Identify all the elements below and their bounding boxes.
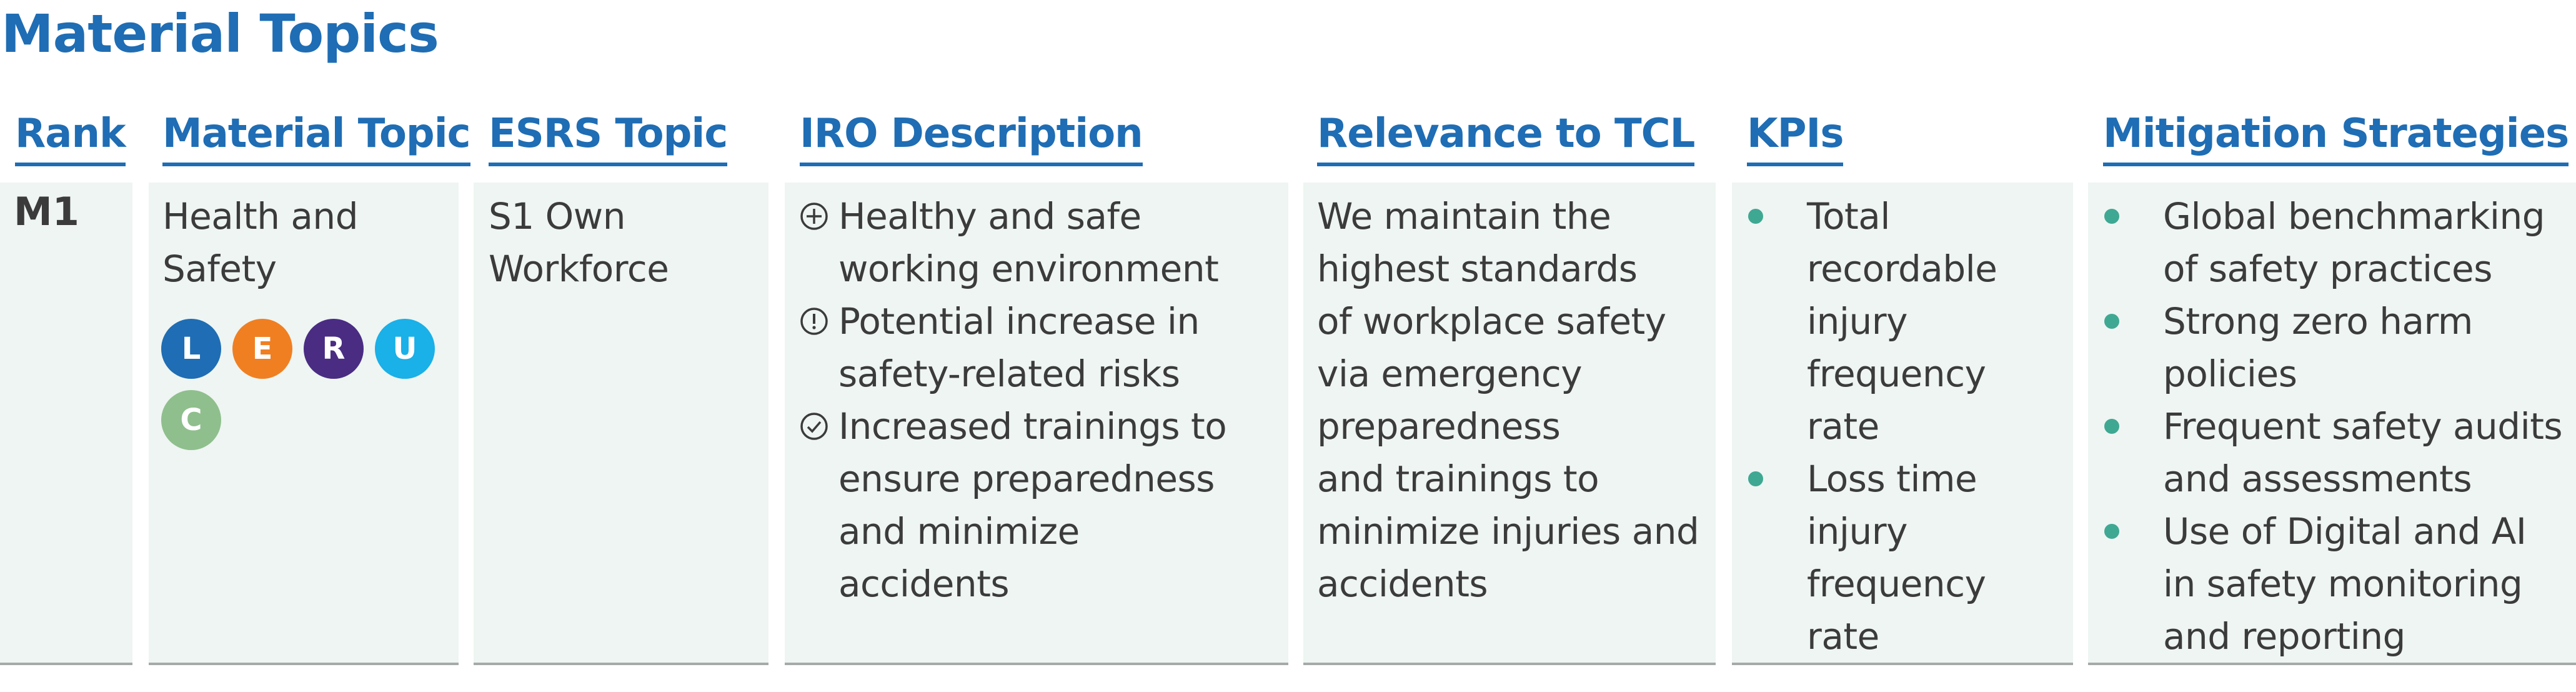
relevance-line: via emergency <box>1317 353 1583 395</box>
relevance-line: and trainings to <box>1317 458 1599 500</box>
material-topic-text: Health and Safety <box>162 190 359 295</box>
mitigation-line: Global benchmarking <box>2163 195 2545 238</box>
material-topic-line: Health and <box>162 195 359 238</box>
exclamation-circle-icon <box>800 308 828 335</box>
check-circle-icon <box>800 413 828 440</box>
material-topic-line: Safety <box>162 248 277 290</box>
mitigation-line: Strong zero harm <box>2163 300 2473 343</box>
kpi-line: recordable <box>1807 248 1997 290</box>
relevance-line: highest standards <box>1317 248 1638 290</box>
esrs-topic-line: S1 Own <box>489 195 626 238</box>
relevance-line: minimize injuries and <box>1317 510 1699 553</box>
cell-esrs-topic <box>474 183 768 665</box>
iro-line: Increased trainings to <box>838 405 1227 448</box>
mitigation-line: and reporting <box>2163 615 2405 658</box>
relevance-line: preparedness <box>1317 405 1561 448</box>
kpi-line: Total <box>1807 195 1890 238</box>
mitigation-line: of safety practices <box>2163 248 2492 290</box>
stakeholder-badges: L E R U C <box>161 319 436 450</box>
iro-line: ensure preparedness <box>838 458 1215 500</box>
mitigation-line: Frequent safety audits <box>2163 405 2563 448</box>
mitigation-item: Strong zero harm policies <box>2104 295 2562 400</box>
mitigation-item: Global benchmarking of safety practices <box>2104 190 2562 295</box>
kpi-line: frequency <box>1807 563 1986 605</box>
cell-rank <box>0 183 132 665</box>
cell-mitigation <box>2088 183 2576 665</box>
kpis-list: Total recordable injury frequency rate L… <box>1748 190 1997 663</box>
mitigation-line: Use of Digital and AI <box>2163 510 2527 553</box>
badge-c: C <box>161 390 221 450</box>
plus-circle-icon <box>800 203 828 230</box>
header-rank: Rank <box>15 114 126 166</box>
kpi-item: Total recordable injury frequency rate <box>1748 190 1997 453</box>
iro-item: Increased trainings to ensure preparedne… <box>800 400 1251 610</box>
iro-line: Healthy and safe <box>838 195 1141 238</box>
relevance-line: We maintain the <box>1317 195 1611 238</box>
mitigation-list: Global benchmarking of safety practices … <box>2104 190 2563 663</box>
iro-line: safety-related risks <box>838 353 1180 395</box>
iro-line: working environment <box>838 248 1219 290</box>
bullet-icon <box>2104 209 2119 224</box>
bullet-icon <box>1748 209 1763 224</box>
kpi-line: frequency <box>1807 353 1986 395</box>
header-iro-description: IRO Description <box>800 114 1143 166</box>
bullet-icon <box>2104 524 2119 539</box>
relevance-line: accidents <box>1317 563 1488 605</box>
kpi-line: rate <box>1807 405 1879 448</box>
relevance-text: We maintain the highest standards of wor… <box>1317 190 1699 610</box>
kpi-line: rate <box>1807 615 1879 658</box>
mitigation-item: Use of Digital and AI in safety monitori… <box>2104 505 2562 663</box>
cell-kpis <box>1732 183 2073 665</box>
bullet-icon <box>1748 471 1763 486</box>
header-kpis: KPIs <box>1747 114 1844 166</box>
bullet-icon <box>2104 314 2119 329</box>
rank-value: M1 <box>14 189 79 234</box>
header-material-topic: Material Topic <box>162 114 471 166</box>
mitigation-line: and assessments <box>2163 458 2472 500</box>
badge-e: E <box>232 319 292 379</box>
header-mitigation: Mitigation Strategies <box>2103 114 2569 166</box>
mitigation-line: policies <box>2163 353 2297 395</box>
page-title: Material Topics <box>1 3 439 64</box>
esrs-topic-text: S1 Own Workforce <box>489 190 669 295</box>
mitigation-item: Frequent safety audits and assessments <box>2104 400 2563 505</box>
iro-line: and minimize <box>838 510 1080 553</box>
badge-l: L <box>161 319 221 379</box>
iro-item: Healthy and safe working environment <box>800 190 1251 295</box>
kpi-line: Loss time <box>1807 458 1977 500</box>
header-relevance: Relevance to TCL <box>1317 114 1695 166</box>
kpi-item: Loss time injury frequency rate <box>1748 453 1997 663</box>
iro-line: accidents <box>838 563 1010 605</box>
cell-relevance <box>1303 183 1716 665</box>
badge-u: U <box>375 319 435 379</box>
header-esrs-topic: ESRS Topic <box>489 114 728 166</box>
relevance-line: of workplace safety <box>1317 300 1666 343</box>
kpi-line: injury <box>1807 510 1907 553</box>
badge-r: R <box>304 319 364 379</box>
cell-iro-description <box>785 183 1288 665</box>
esrs-topic-line: Workforce <box>489 248 669 290</box>
iro-description-list: Healthy and safe working environment Pot… <box>800 190 1251 610</box>
mitigation-line: in safety monitoring <box>2163 563 2523 605</box>
iro-line: Potential increase in <box>838 300 1200 343</box>
bullet-icon <box>2104 419 2119 434</box>
kpi-line: injury <box>1807 300 1907 343</box>
iro-item: Potential increase in safety-related ris… <box>800 295 1251 400</box>
